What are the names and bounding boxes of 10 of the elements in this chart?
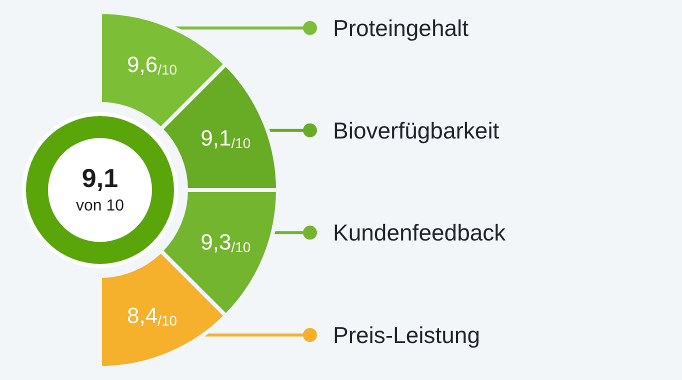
category-label: Preis-Leistung [333,322,480,348]
text: von 10 [76,198,124,214]
category-label: Kundenfeedback [333,220,506,246]
text: 9,1 [82,163,118,193]
data-label: 9,3/10 [200,230,251,256]
data-label: 9,6/10 [127,52,178,78]
category-label: Proteingehalt [333,15,470,41]
data-label: 9,1/10 [200,125,251,151]
category-label: Bioverfügbarkeit [333,117,500,144]
data-label: 8,4/10 [127,303,178,329]
